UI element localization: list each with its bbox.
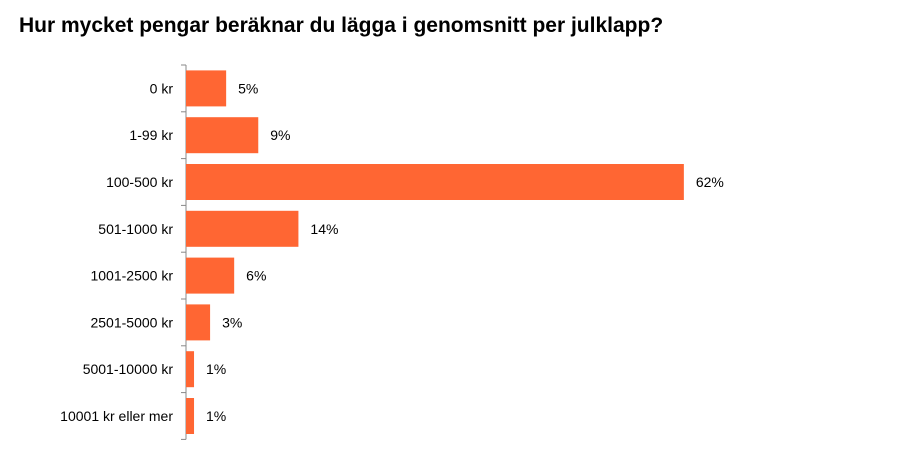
chart-title: Hur mycket pengar beräknar du lägga i ge… xyxy=(19,14,664,37)
category-label: 0 kr xyxy=(150,80,174,96)
bar xyxy=(186,351,195,388)
bar xyxy=(186,210,299,247)
value-label: 1% xyxy=(206,361,226,377)
value-label: 14% xyxy=(310,221,338,237)
value-label: 6% xyxy=(246,268,266,284)
category-label: 501-1000 kr xyxy=(98,221,173,237)
value-label: 1% xyxy=(206,408,226,424)
value-labels-group: 5% 9% 62% 14% 6% 3% 1% 1% xyxy=(206,80,724,424)
category-labels-group: 0 kr 1-99 kr 100-500 kr 501-1000 kr 1001-250… xyxy=(60,80,173,424)
value-label: 62% xyxy=(696,174,724,190)
category-label: 2501-5000 kr xyxy=(90,314,173,330)
category-label: 5001-10000 kr xyxy=(83,361,174,377)
category-axis-ticks xyxy=(181,64,186,440)
category-label: 1001-2500 kr xyxy=(90,268,173,284)
category-label: 1-99 kr xyxy=(129,127,173,143)
value-label: 3% xyxy=(222,314,242,330)
value-label: 5% xyxy=(238,80,258,96)
bar xyxy=(186,117,259,154)
bars-group xyxy=(186,70,684,434)
category-label: 100-500 kr xyxy=(106,174,173,190)
bar xyxy=(186,304,211,341)
bar xyxy=(186,70,227,107)
bar xyxy=(186,164,684,200)
category-label: 10001 kr eller mer xyxy=(60,408,173,424)
bar xyxy=(186,398,195,434)
bar xyxy=(186,257,235,294)
value-label: 9% xyxy=(270,127,290,143)
